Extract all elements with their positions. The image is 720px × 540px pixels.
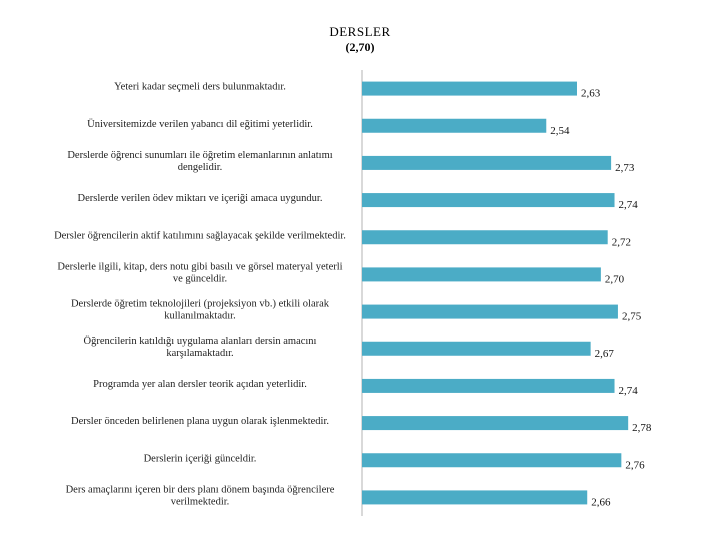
- bar-2: [362, 118, 547, 133]
- category-label-line: Derslerde verilen ödev miktarı ve içeriğ…: [78, 193, 323, 204]
- category-label-8: Öğrencilerin katıldığı uygulama alanları…: [84, 335, 317, 359]
- value-label-10: 2,78: [632, 422, 652, 434]
- category-label-6: Derslerle ilgili, kitap, ders notu gibi …: [57, 261, 342, 284]
- bar-6: [362, 267, 601, 282]
- category-label-5: Dersler öğrencilerin aktif katılımını sa…: [54, 230, 346, 241]
- category-label-line: dengelidir.: [178, 162, 223, 173]
- category-label-line: Programda yer alan dersler teorik açıdan…: [93, 379, 307, 390]
- category-label-line: Yeteri kadar seçmeli ders bulunmaktadır.: [114, 82, 286, 93]
- value-label-11: 2,76: [625, 459, 645, 471]
- value-label-5: 2,72: [612, 236, 631, 248]
- value-label-8: 2,67: [595, 348, 615, 360]
- value-label-7: 2,75: [622, 311, 642, 323]
- bar-11: [362, 453, 622, 468]
- value-label-3: 2,73: [615, 162, 635, 174]
- bar-9: [362, 378, 615, 393]
- category-label-7: Derslerde öğretim teknolojileri (projeks…: [71, 299, 330, 322]
- category-label-line: Derslerin içeriği günceldir.: [144, 453, 257, 464]
- category-label-9: Programda yer alan dersler teorik açıdan…: [93, 379, 307, 390]
- category-label-2: Üniversitemizde verilen yabancı dil eğit…: [87, 118, 313, 130]
- chart-subtitle: (2,70): [345, 40, 375, 54]
- bar-7: [362, 304, 618, 319]
- bar-4: [362, 193, 615, 208]
- bar-12: [362, 490, 588, 505]
- category-label-10: Dersler önceden belirlenen plana uygun o…: [71, 416, 329, 427]
- category-label-11: Derslerin içeriği günceldir.: [144, 453, 257, 464]
- bar-5: [362, 230, 608, 245]
- category-label-line: Derslerde öğretim teknolojileri (projeks…: [71, 299, 330, 310]
- category-label-line: Üniversitemizde verilen yabancı dil eğit…: [87, 118, 313, 130]
- category-label-line: kullanılmaktadır.: [164, 311, 235, 322]
- category-label-line: Derslerle ilgili, kitap, ders notu gibi …: [57, 261, 342, 272]
- category-label-line: ve günceldir.: [173, 273, 227, 284]
- category-label-line: Dersler öğrencilerin aktif katılımını sa…: [54, 230, 346, 241]
- category-label-line: Öğrencilerin katıldığı uygulama alanları…: [84, 335, 317, 347]
- bar-8: [362, 341, 591, 356]
- value-label-4: 2,74: [619, 199, 639, 211]
- category-label-line: Derslerde öğrenci sunumları ile öğretim …: [67, 150, 332, 161]
- category-label-line: verilmektedir.: [171, 496, 230, 507]
- bar-10: [362, 416, 629, 431]
- bar-3: [362, 155, 612, 170]
- category-label-line: Dersler önceden belirlenen plana uygun o…: [71, 416, 329, 427]
- value-label-1: 2,63: [581, 88, 601, 100]
- value-label-12: 2,66: [591, 496, 611, 508]
- bar-1: [362, 81, 577, 96]
- category-label-line: karşılamaktadır.: [166, 348, 233, 359]
- category-label-12: Ders amaçlarını içeren bir ders planı dö…: [66, 484, 335, 507]
- value-label-2: 2,54: [550, 125, 570, 137]
- category-label-4: Derslerde verilen ödev miktarı ve içeriğ…: [78, 193, 323, 204]
- value-label-9: 2,74: [619, 385, 639, 397]
- chart-title: DERSLER: [329, 24, 391, 39]
- chart-title-block: DERSLER (2,70): [0, 24, 720, 55]
- category-label-line: Ders amaçlarını içeren bir ders planı dö…: [66, 484, 335, 495]
- category-label-1: Yeteri kadar seçmeli ders bulunmaktadır.: [114, 82, 286, 93]
- value-label-6: 2,70: [605, 273, 625, 285]
- category-label-3: Derslerde öğrenci sunumları ile öğretim …: [67, 150, 332, 173]
